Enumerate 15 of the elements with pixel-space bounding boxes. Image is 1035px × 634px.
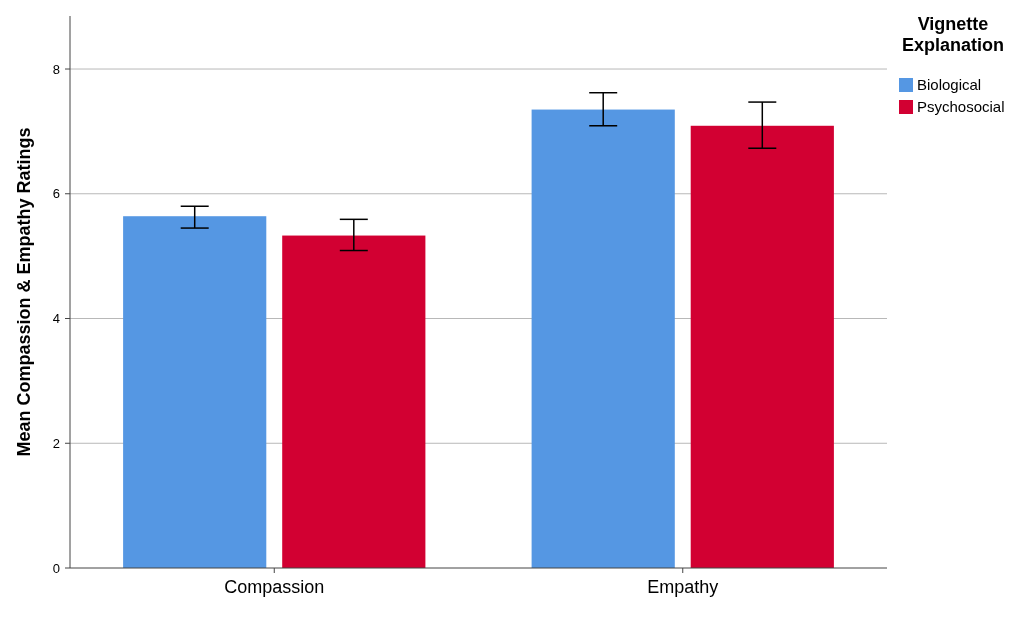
bar [282,235,426,568]
y-tick-label: 0 [52,560,60,576]
legend-label: Biological [917,76,982,94]
y-tick-label: 2 [52,435,60,451]
legend-label: Psychosocial [917,98,1005,116]
y-tick-label: 6 [52,186,60,202]
bar [123,216,267,568]
legend-title: Vignette Explanation [901,14,1005,55]
bar [690,125,834,568]
y-tick-label: 8 [52,61,60,77]
x-tick-label: Empathy [647,577,719,597]
y-tick-label: 4 [52,311,60,327]
x-tick-label: Compassion [224,577,325,597]
bar [531,109,675,568]
y-axis-title: Mean Compassion & Empathy Ratings [14,127,35,457]
